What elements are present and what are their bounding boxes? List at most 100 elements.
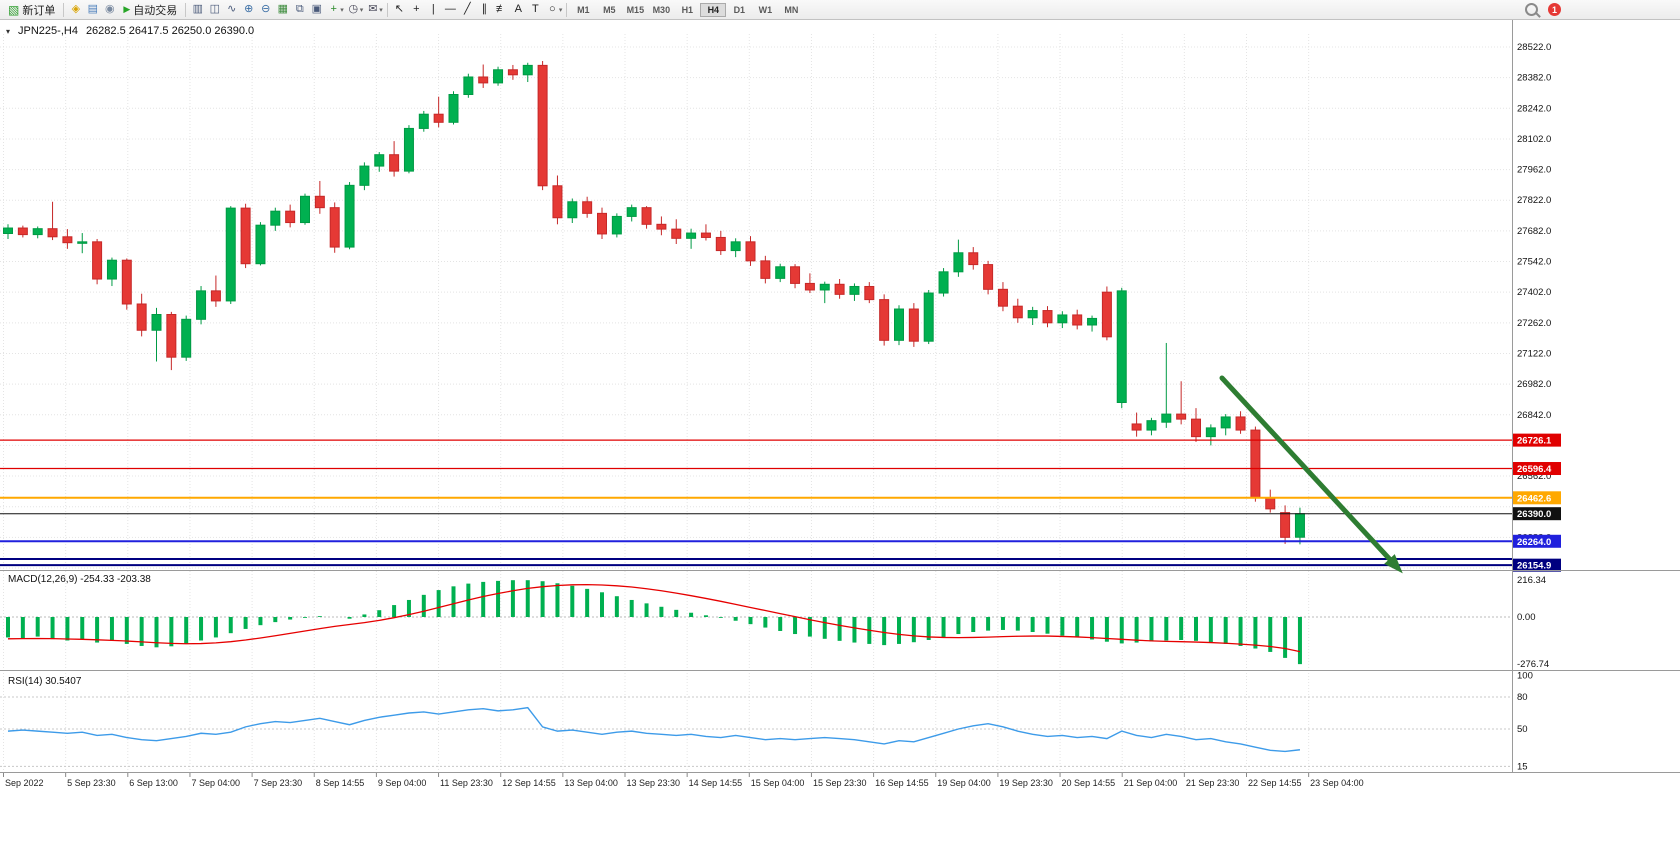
chart-window: ▾ JPN225-,H4 26282.5 26417.5 26250.0 263…	[0, 20, 1680, 843]
svg-text:26596.4: 26596.4	[1517, 464, 1552, 475]
svg-text:20 Sep 14:55: 20 Sep 14:55	[1062, 778, 1116, 788]
svg-text:7 Sep 23:30: 7 Sep 23:30	[254, 778, 303, 788]
mail-template-icon[interactable]: ✉	[368, 2, 378, 15]
svg-text:26726.1: 26726.1	[1517, 436, 1552, 447]
notification-badge[interactable]: 1	[1548, 3, 1561, 16]
cascade-windows-icon[interactable]: ⧉	[295, 2, 304, 15]
shapes-icon[interactable]: ○	[548, 2, 556, 15]
mail-template-icon-dropdown[interactable]: ▾	[379, 6, 383, 14]
svg-text:26842.0: 26842.0	[1517, 410, 1551, 421]
svg-text:21 Sep 23:30: 21 Sep 23:30	[1186, 778, 1240, 788]
svg-text:12 Sep 14:55: 12 Sep 14:55	[502, 778, 556, 788]
navigator-icon[interactable]: ◉	[105, 2, 115, 15]
toolbar-right-group: 1	[1525, 3, 1677, 16]
svg-text:28242.0: 28242.0	[1517, 103, 1551, 114]
market-watch-icon[interactable]: ▤	[87, 2, 99, 15]
period-clock-icon-dropdown[interactable]: ▾	[359, 6, 364, 14]
toolbar-separator	[386, 2, 388, 17]
svg-text:15 Sep 04:00: 15 Sep 04:00	[751, 778, 805, 788]
horizontal-line-icon[interactable]: —	[444, 2, 456, 15]
timeframe-m5[interactable]: M5	[603, 4, 616, 15]
timeframe-m30[interactable]: M30	[652, 4, 671, 15]
period-clock-icon[interactable]: ◷	[348, 2, 359, 15]
bar-chart-icon[interactable]: ▥	[192, 2, 203, 15]
arrange-windows-icon[interactable]: ▣	[311, 2, 322, 15]
svg-text:27822.0: 27822.0	[1517, 195, 1551, 206]
search-icon[interactable]	[1525, 3, 1538, 16]
svg-text:28102.0: 28102.0	[1517, 134, 1551, 145]
svg-text:27122.0: 27122.0	[1517, 348, 1551, 359]
svg-text:26154.9: 26154.9	[1517, 561, 1551, 572]
svg-text:13 Sep 23:30: 13 Sep 23:30	[627, 778, 681, 788]
zoom-out-icon[interactable]: ⊖	[261, 2, 271, 15]
chart-caret-icon[interactable]: ▾	[6, 26, 11, 36]
standard-icons-group: ◈ ▤ ◉	[67, 2, 118, 18]
svg-text:100: 100	[1517, 671, 1533, 682]
timeframe-w1[interactable]: W1	[758, 4, 773, 15]
price-chart[interactable]: Sep 2022 5 Sep 23:30 6 Sep 13:00 7 Sep 04:0…	[0, 20, 1680, 843]
timeframe-mn[interactable]: MN	[784, 4, 799, 15]
svg-text:8 Sep 14:55: 8 Sep 14:55	[316, 778, 365, 788]
svg-text:22 Sep 14:55: 22 Sep 14:55	[1248, 778, 1302, 788]
svg-text:216.34: 216.34	[1517, 575, 1546, 586]
svg-text:23 Sep 04:00: 23 Sep 04:00	[1310, 778, 1364, 788]
svg-text:RSI(14) 30.5407: RSI(14) 30.5407	[8, 676, 82, 687]
crosshair-icon[interactable]: +	[413, 2, 420, 15]
svg-text:0.00: 0.00	[1517, 612, 1536, 623]
svg-text:26390.0: 26390.0	[1517, 509, 1551, 520]
main-toolbar: ▧ 新订单 ◈ ▤ ◉ ▶ 自动交易 ▥ ◫ ∿ ⊕ ⊖ ▦ ⧉ ▣ + ▾ ◷ ▾ ✉ ▾ ↖ + | — ╱ ∥ ≢ A…	[0, 0, 1680, 20]
timeframe-m15[interactable]: M15	[626, 4, 645, 15]
new-order-icon: ▧	[8, 2, 20, 17]
vertical-line-icon[interactable]: |	[431, 2, 435, 15]
svg-text:11 Sep 23:30: 11 Sep 23:30	[440, 778, 493, 788]
svg-text:13 Sep 04:00: 13 Sep 04:00	[564, 778, 618, 788]
tile-windows-icon[interactable]: ▦	[277, 2, 288, 15]
profiles-icon[interactable]: ◈	[71, 2, 81, 15]
toolbar-separator	[566, 2, 568, 17]
new-order-label: 新订单	[22, 4, 56, 17]
svg-text:26982.0: 26982.0	[1517, 379, 1551, 390]
new-order-button[interactable]: ▧ 新订单	[3, 2, 60, 18]
symbol-period-label: JPN225-,H4	[18, 25, 78, 37]
timeframe-group: M1 M5 M15 M30 H1 H4 D1 W1 MN	[570, 2, 804, 17]
channel-icon[interactable]: ∥	[481, 2, 488, 15]
add-indicator-icon-dropdown[interactable]: ▾	[340, 6, 344, 14]
chart-icons-group: ▥ ◫ ∿ ⊕ ⊖ ▦ ⧉ ▣ + ▾ ◷ ▾ ✉ ▾	[189, 2, 384, 18]
line-chart-icon[interactable]: ∿	[227, 2, 237, 15]
svg-text:5 Sep 23:30: 5 Sep 23:30	[67, 778, 116, 788]
toolbar-separator	[185, 2, 187, 17]
drawing-icons-group: ↖ + | — ╱ ∥ ≢ A T ○ ▾	[391, 2, 564, 18]
svg-text:MACD(12,26,9) -254.33 -203.38: MACD(12,26,9) -254.33 -203.38	[8, 574, 151, 585]
svg-text:27682.0: 27682.0	[1517, 226, 1551, 237]
symbol-info: ▾ JPN225-,H4 26282.5 26417.5 26250.0 263…	[6, 25, 254, 37]
shapes-icon-dropdown[interactable]: ▾	[558, 6, 563, 14]
autotrading-button[interactable]: ▶ 自动交易	[118, 2, 182, 18]
svg-text:6 Sep 13:00: 6 Sep 13:00	[129, 778, 178, 788]
label-icon[interactable]: T	[531, 2, 539, 15]
svg-text:14 Sep 14:55: 14 Sep 14:55	[689, 778, 743, 788]
zoom-in-icon[interactable]: ⊕	[244, 2, 254, 15]
trendline-icon[interactable]: ╱	[464, 2, 471, 15]
svg-text:15 Sep 23:30: 15 Sep 23:30	[813, 778, 867, 788]
svg-text:Sep 2022: Sep 2022	[5, 778, 44, 788]
svg-text:27402.0: 27402.0	[1517, 287, 1551, 298]
svg-text:27962.0: 27962.0	[1517, 165, 1551, 176]
svg-text:28522.0: 28522.0	[1517, 42, 1551, 53]
svg-text:16 Sep 14:55: 16 Sep 14:55	[875, 778, 929, 788]
svg-text:27262.0: 27262.0	[1517, 318, 1551, 329]
text-icon[interactable]: A	[514, 2, 522, 15]
svg-text:27542.0: 27542.0	[1517, 257, 1551, 268]
add-indicator-icon[interactable]: +	[330, 2, 337, 15]
candlestick-chart-icon[interactable]: ◫	[209, 2, 220, 15]
timeframe-h1[interactable]: H1	[681, 4, 694, 15]
svg-text:50: 50	[1517, 724, 1528, 735]
timeframe-m1[interactable]: M1	[577, 4, 590, 15]
autotrading-play-icon: ▶	[123, 4, 131, 14]
timeframe-h4[interactable]: H4	[700, 2, 727, 17]
svg-text:15: 15	[1517, 761, 1528, 772]
cursor-icon[interactable]: ↖	[394, 2, 404, 15]
fibonacci-icon[interactable]: ≢	[495, 2, 507, 15]
svg-text:-276.74: -276.74	[1517, 659, 1549, 670]
timeframe-d1[interactable]: D1	[733, 4, 746, 15]
